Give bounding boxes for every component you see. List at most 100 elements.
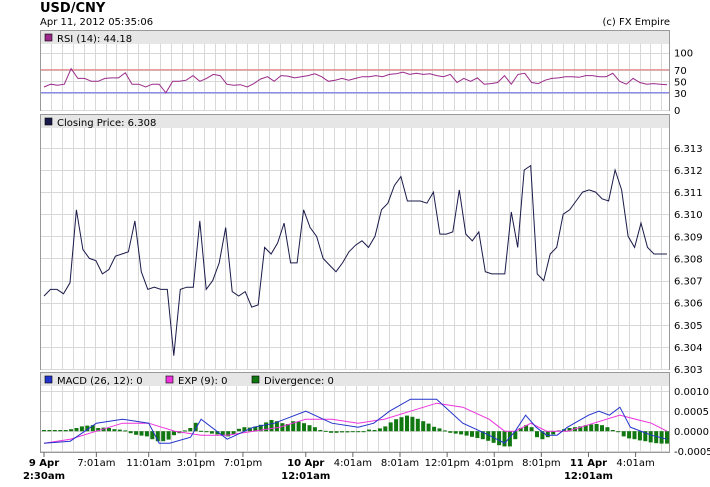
time-axis: 9 Apr 2:30am 7:01am 11:01am 3:01pm 7:01pm 10 A…: [23, 452, 655, 482]
divergence-bar: [535, 431, 539, 438]
divergence-bar: [307, 425, 312, 432]
rsi-y-tick-label: 70: [674, 66, 687, 77]
price-panel: Closing Price: 6.308 6.313 6.312 6.311 6.31…: [40, 114, 703, 376]
divergence-bar: [74, 428, 79, 432]
chart-timestamp: Apr 11, 2012 05:35:06: [40, 17, 154, 28]
divergence-bar: [621, 431, 626, 437]
price-y-tick-label: 6.309: [674, 232, 703, 243]
divergence-bar: [480, 431, 485, 440]
divergence-bar: [567, 428, 572, 432]
divergence-bar: [605, 427, 610, 432]
divergence-bar: [209, 431, 214, 434]
divergence-bar: [69, 429, 74, 432]
divergence-bar: [231, 431, 236, 435]
divergence-bar: [112, 429, 117, 432]
divergence-bar: [464, 431, 469, 436]
macd-legend-swatch: [44, 375, 53, 384]
divergence-bar: [258, 424, 263, 432]
rsi-legend-bar: [41, 31, 669, 44]
x-tick-label: 11:01am: [126, 458, 171, 469]
divergence-bar: [226, 431, 231, 437]
divergence-bar: [107, 428, 111, 432]
divergence-bar: [600, 425, 604, 432]
divergence-bar: [643, 431, 648, 442]
macd-panel: MACD (26, 12): 0 EXP (9): 0 Divergence: …: [40, 372, 710, 458]
divergence-bar: [134, 431, 139, 435]
x-tick-label: 10 Apr: [287, 458, 324, 469]
divergence-bar: [415, 418, 420, 432]
divergence-bar: [144, 431, 149, 437]
price-legend-swatch: [44, 117, 53, 126]
divergence-bar: [578, 426, 583, 432]
rsi-y-tick-label: 50: [674, 77, 687, 88]
x-tick-label: 12:01pm: [425, 458, 470, 469]
divergence-bar: [215, 431, 220, 435]
divergence-bar: [394, 419, 399, 432]
divergence-bar: [139, 431, 144, 436]
divergence-bar: [188, 428, 193, 432]
divergence-bar: [318, 430, 323, 432]
rsi-y-tick-label: 100: [674, 49, 693, 60]
divergence-bar: [632, 431, 637, 440]
x-tick-sublabel: 12:01am: [564, 471, 613, 482]
x-tick-label: 9 Apr: [29, 458, 59, 469]
divergence-bar: [182, 430, 187, 432]
divergence-bar: [610, 430, 615, 432]
closing-price-line: [43, 164, 667, 356]
divergence-bar: [155, 431, 160, 442]
divergence-bar: [513, 431, 518, 440]
divergence-bar: [405, 415, 409, 432]
macd-legend-bar: [41, 373, 669, 386]
divergence-bar: [47, 430, 52, 432]
x-tick-label: 4:01am: [616, 458, 654, 469]
divergence-bar: [242, 427, 247, 432]
macd-legend-label: MACD (26, 12): 0: [57, 376, 143, 387]
divergence-bar: [42, 430, 46, 432]
rsi-legend-swatch: [44, 33, 53, 42]
divergence-bar: [367, 429, 371, 432]
x-tick-label: 8:01pm: [522, 458, 561, 469]
x-tick-label: 11 Apr: [570, 458, 607, 469]
price-y-tick-label: 6.308: [674, 254, 703, 265]
divergence-bar: [323, 430, 328, 432]
divergence-bar: [123, 430, 128, 432]
divergence-bar: [529, 427, 534, 432]
divergence-bar: [589, 424, 594, 432]
macd-y-tick-label: 0.0000: [674, 427, 709, 438]
divergence-bar: [486, 431, 491, 441]
price-y-tick-label: 6.306: [674, 299, 703, 310]
divergence-bar: [58, 430, 63, 432]
x-tick-label: 7:01am: [77, 458, 115, 469]
macd-y-tick-label: 0.0010: [674, 387, 709, 398]
divergence-bar: [302, 423, 306, 432]
price-y-tick-label: 6.312: [674, 166, 703, 177]
x-tick-sublabel: 12:01am: [281, 471, 330, 482]
divergence-bar: [85, 425, 90, 432]
x-tick-label: 8:01am: [381, 458, 419, 469]
divergence-bar: [150, 431, 155, 440]
price-y-tick-label: 6.304: [674, 343, 703, 354]
divergence-bar: [161, 431, 166, 442]
divergence-bar: [237, 428, 241, 432]
divergence-bar: [551, 431, 556, 435]
divergence-bar: [247, 427, 252, 432]
divergence-bar: [627, 431, 632, 439]
divergence-bar: [432, 426, 437, 432]
divergence-bar: [220, 431, 225, 436]
divergence-bar: [637, 431, 642, 441]
divergence-bar: [329, 431, 334, 433]
x-tick-sublabel: 2:30am: [23, 471, 65, 482]
divergence-bar: [502, 431, 507, 447]
divergence-bar: [63, 430, 68, 432]
divergence-bar: [437, 428, 442, 432]
divergence-bar: [274, 421, 279, 432]
divergence-bar: [296, 421, 301, 432]
divergence-bar: [166, 431, 171, 440]
divergence-bar: [507, 431, 512, 447]
x-tick-label: 7:01pm: [224, 458, 263, 469]
x-tick-label: 4:01am: [334, 458, 372, 469]
divergence-bar: [199, 430, 204, 432]
divergence-bar: [475, 431, 480, 438]
divergence-bar: [361, 431, 366, 433]
